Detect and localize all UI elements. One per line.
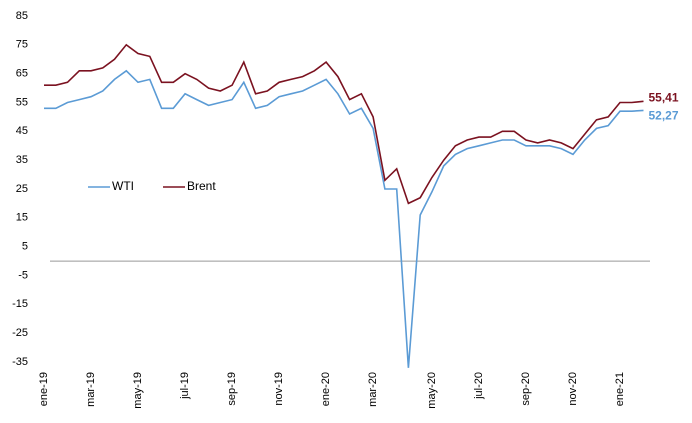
x-tick-label: ene-21 bbox=[614, 372, 626, 406]
legend-label: WTI bbox=[112, 179, 134, 193]
y-tick-label: -5 bbox=[18, 269, 28, 281]
y-tick-label: 75 bbox=[16, 39, 28, 51]
series-line bbox=[44, 43, 644, 205]
y-tick-label: 25 bbox=[16, 183, 28, 195]
y-tick-label: -25 bbox=[12, 327, 28, 339]
legend-label: Brent bbox=[187, 179, 216, 193]
x-tick-label: ene-20 bbox=[320, 372, 332, 406]
y-tick-label: 35 bbox=[16, 154, 28, 166]
y-tick-label: 65 bbox=[16, 68, 28, 80]
x-tick-label: sep-19 bbox=[226, 372, 238, 406]
x-tick-label: sep-20 bbox=[520, 372, 532, 406]
x-tick-label: jul-20 bbox=[473, 372, 485, 400]
x-tick-label: may-20 bbox=[426, 372, 438, 409]
y-tick-label: 15 bbox=[16, 212, 28, 224]
x-tick-label: nov-20 bbox=[567, 372, 579, 406]
y-tick-label: 55 bbox=[16, 96, 28, 108]
y-tick-label: 45 bbox=[16, 125, 28, 137]
end-label: 52,27 bbox=[649, 109, 679, 123]
x-tick-label: ene-19 bbox=[38, 372, 50, 406]
x-tick-label: mar-19 bbox=[85, 372, 97, 407]
x-tick-label: jul-19 bbox=[179, 372, 191, 400]
x-tick-label: nov-19 bbox=[273, 372, 285, 406]
y-tick-label: 85 bbox=[16, 10, 28, 22]
x-tick-label: may-19 bbox=[132, 372, 144, 409]
y-tick-label: 5 bbox=[22, 241, 28, 253]
y-tick-label: -15 bbox=[12, 298, 28, 310]
x-tick-label: mar-20 bbox=[367, 372, 379, 407]
y-tick-label: -35 bbox=[12, 356, 28, 368]
series-line bbox=[44, 69, 644, 368]
end-label: 55,41 bbox=[649, 90, 679, 104]
